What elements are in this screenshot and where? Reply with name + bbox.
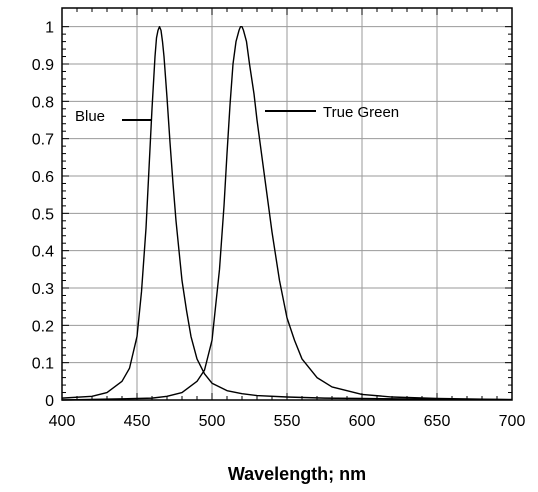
x-tick-label: 450	[124, 413, 151, 430]
x-tick-label: 400	[49, 413, 76, 430]
series-line-blue	[61, 25, 513, 401]
plot-frame	[61, 7, 513, 401]
series-annotations: Blue True Green	[75, 104, 399, 125]
y-tick-label: 0.4	[32, 244, 54, 261]
x-tick-label: 500	[199, 413, 226, 430]
x-tick-label: 550	[274, 413, 301, 430]
y-tick-label: 0.3	[32, 281, 54, 298]
grid-lines	[61, 8, 513, 401]
x-tick-label: 600	[349, 413, 376, 430]
y-tick-label: 0.9	[32, 57, 54, 74]
y-tick-label: 0.2	[32, 318, 54, 335]
x-tick-labels: 400 450 500 550 600 650 700	[49, 413, 526, 430]
y-tick-label: 0.1	[32, 356, 54, 373]
x-tick-label: 650	[424, 413, 451, 430]
true-green-series-label: True Green	[323, 104, 399, 121]
x-axis-title: Wavelength; nm	[228, 464, 366, 484]
x-tick-label: 700	[499, 413, 526, 430]
series-line-true-green	[61, 25, 513, 401]
y-tick-label: 0.6	[32, 169, 54, 186]
y-tick-label: 1	[45, 20, 54, 37]
blue-series-label: Blue	[75, 108, 105, 125]
y-tick-label: 0.7	[32, 132, 54, 149]
y-tick-label: 0.8	[32, 94, 54, 111]
y-tick-labels: 0 0.1 0.2 0.3 0.4 0.5 0.6 0.7 0.8 0.9 1	[32, 20, 54, 410]
series-group	[61, 25, 513, 401]
y-tick-label: 0.5	[32, 206, 54, 223]
y-tick-label: 0	[45, 393, 54, 410]
